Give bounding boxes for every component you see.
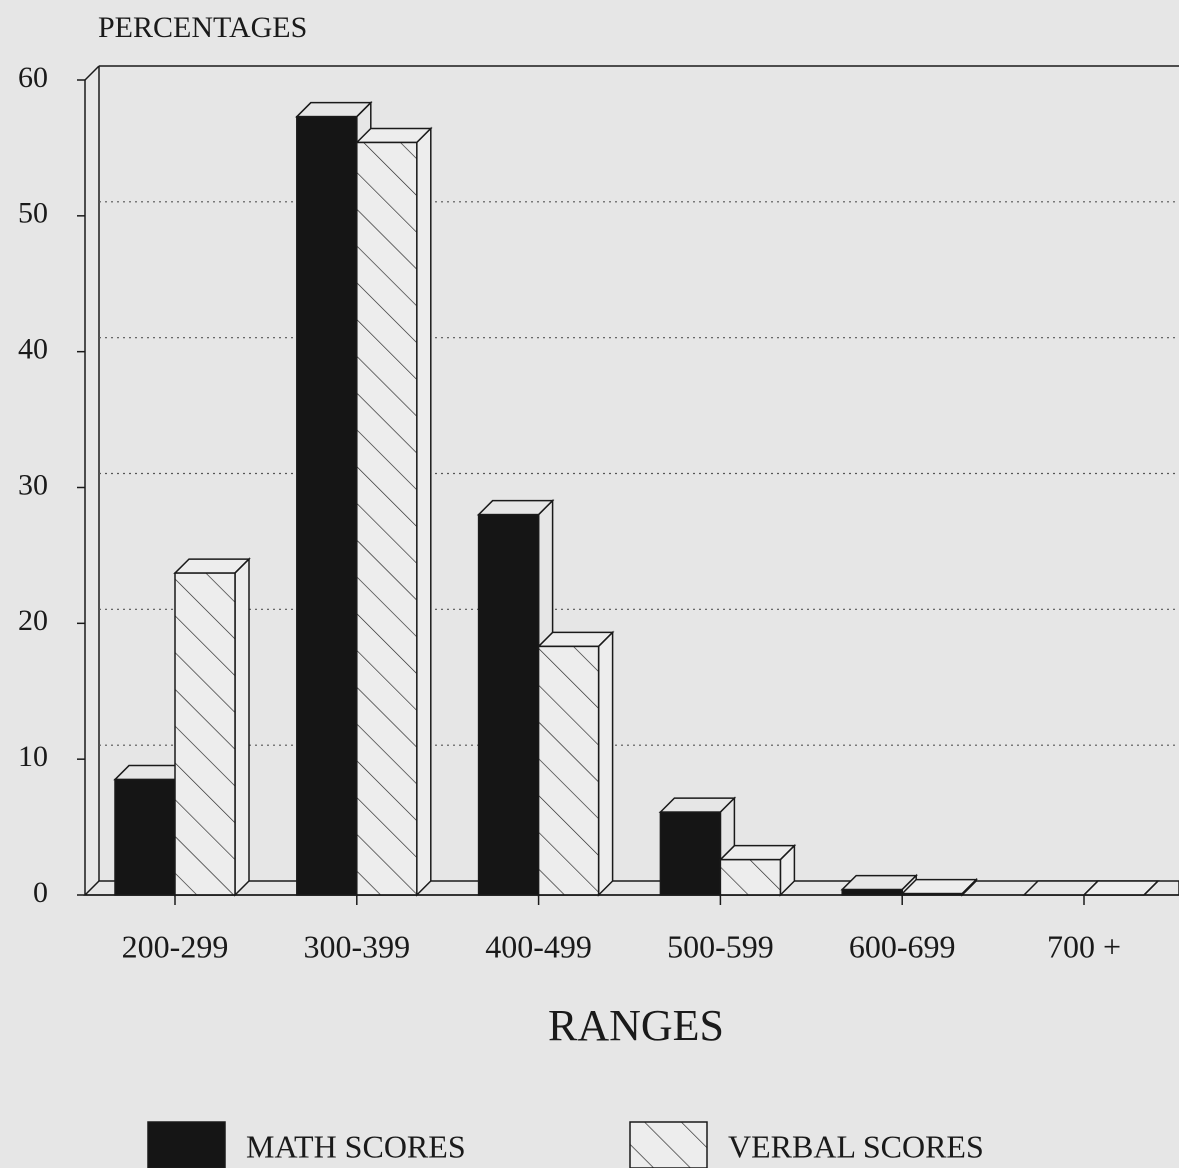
x-tick-label: 500-599 <box>667 928 774 964</box>
bar-front <box>841 888 903 896</box>
y-tick-label: 50 <box>18 197 48 230</box>
bar-side <box>416 126 432 897</box>
bar-front <box>719 858 782 896</box>
bar-front <box>174 572 236 896</box>
legend-swatch <box>629 1121 708 1168</box>
legend-label: MATH SCORES <box>246 1128 466 1164</box>
bar <box>718 843 797 897</box>
legend-swatch <box>147 1121 226 1168</box>
bar-front <box>296 115 358 896</box>
x-tick-label: 600-699 <box>849 928 956 964</box>
y-axis-title: PERCENTAGES <box>98 11 307 44</box>
bar <box>1082 880 1160 896</box>
bar-front <box>537 645 600 896</box>
y-tick-label: 20 <box>18 604 48 637</box>
bar-front <box>477 513 540 896</box>
x-tick-label: 300-399 <box>303 928 410 964</box>
left-wall-top <box>84 65 100 81</box>
bar-front <box>356 141 418 896</box>
floor <box>83 880 1179 896</box>
bar-front <box>114 778 176 896</box>
x-tick-label: 700 + <box>1047 928 1121 964</box>
y-tick-label: 40 <box>18 333 48 366</box>
bar <box>900 877 979 897</box>
legend-label: VERBAL SCORES <box>728 1128 984 1164</box>
bar <box>354 126 433 897</box>
x-tick-label: 200-299 <box>122 928 229 964</box>
y-tick-label: 30 <box>18 468 48 501</box>
y-tick-label: 10 <box>18 740 48 773</box>
x-axis-title: RANGES <box>548 1001 724 1050</box>
bar-side <box>1143 880 1159 896</box>
bar <box>536 630 615 897</box>
x-tick-label: 400-499 <box>485 928 592 964</box>
bar-side <box>234 557 250 897</box>
bar-side <box>597 630 614 897</box>
bar <box>173 557 251 897</box>
y-tick-label: 60 <box>18 61 48 94</box>
y-tick-label: 0 <box>33 876 48 909</box>
bar-front <box>659 811 722 896</box>
